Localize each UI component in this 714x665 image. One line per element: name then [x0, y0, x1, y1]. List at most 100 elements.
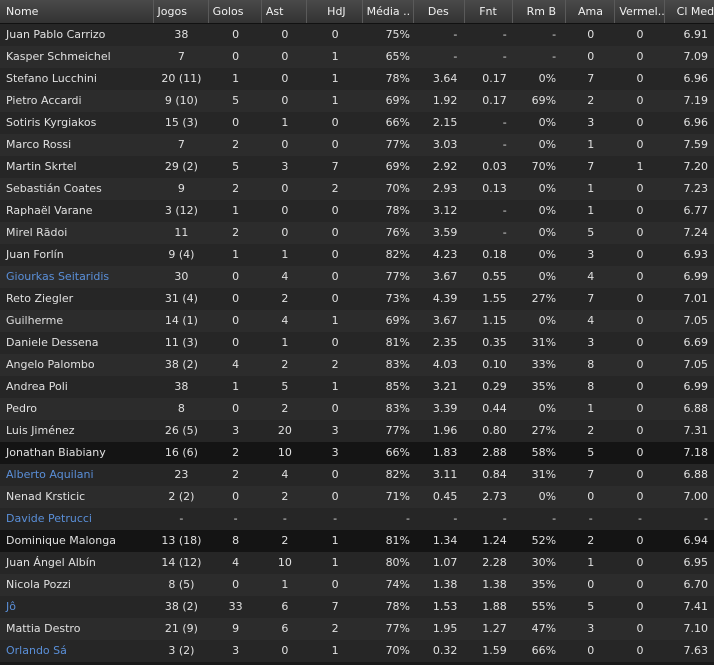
clmed-cell: 6.96 [683, 116, 709, 129]
ast-cell: 10 [277, 556, 292, 569]
golos-cell: 4 [232, 556, 240, 569]
column-header-des[interactable]: Des [414, 0, 466, 23]
table-row[interactable]: Jonathan Biabiany 16 (6) 2 10 3 66% 1.83 2.88 58… [0, 442, 714, 464]
column-header-clmed[interactable]: Cl Med [676, 5, 714, 18]
table-row[interactable]: Reto Ziegler 31 (4) 0 2 0 73% 4.39 1.55 27% 7 0 7.0… [0, 288, 714, 310]
table-row[interactable]: Sebastián Coates 9 2 0 2 70% 2.93 0.13 0% 1 0 7.23 [0, 178, 714, 200]
fnt-cell: 0.18 [482, 248, 507, 261]
fnt-cell: 1.24 [482, 534, 507, 547]
des-cell: 3.67 [432, 270, 458, 283]
rmb-cell: 47% [531, 622, 557, 635]
fnt-cell: 0.44 [482, 402, 507, 415]
fnt-cell: 2.73 [482, 490, 507, 503]
column-header-golos[interactable]: Golos [209, 0, 262, 23]
table-row[interactable]: Juan Forlín 9 (4) 1 1 0 82% 4.23 0.18 0% 3 0 6.93 [0, 244, 714, 266]
jogos-cell: 21 (9) [164, 622, 198, 635]
table-row[interactable]: Dominique Malonga 13 (18) 8 2 1 81% 1.34 1.24 52… [0, 530, 714, 552]
table-row[interactable]: Stefano Lucchini 20 (11) 1 0 1 78% 3.64 0.17 0% 7… [0, 68, 714, 90]
table-row[interactable]: Juan Pablo Carrizo 38 0 0 0 75% - - - 0 0 6.91 [0, 24, 714, 46]
column-header-ast[interactable]: Ast [262, 0, 308, 23]
hdj-cell: 0 [331, 270, 339, 283]
player-name: Andrea Poli [6, 380, 68, 393]
fnt-cell: 0.03 [482, 160, 507, 173]
rmb-cell: 0% [538, 116, 557, 129]
column-header-nome[interactable]: Nome [0, 0, 154, 23]
des-cell: - [453, 28, 458, 41]
jogos-cell: 31 (4) [164, 292, 198, 305]
fnt-cell: - [502, 50, 507, 63]
table-row[interactable]: Luis Jiménez 26 (5) 3 20 3 77% 1.96 0.80 27% 2 0 7.… [0, 420, 714, 442]
des-cell: 2.15 [432, 116, 458, 129]
table-row[interactable]: Davide Petrucci - - - - - - - - - - - [0, 508, 714, 530]
column-header-rmb[interactable]: Rm B [513, 0, 566, 23]
table-row[interactable]: Sotiris Kyrgiakos 15 (3) 0 1 0 66% 2.15 - 0% 3 0 6.… [0, 112, 714, 134]
player-name[interactable]: Alberto Aquilani [6, 468, 94, 481]
media-cell: 78% [385, 72, 411, 85]
table-row[interactable]: Marco Rossi 7 2 0 0 77% 3.03 - 0% 1 0 7.59 [0, 134, 714, 156]
player-name: Reto Ziegler [6, 292, 74, 305]
player-name: Nicola Pozzi [6, 578, 71, 591]
fnt-cell: 0.10 [482, 358, 507, 371]
player-name[interactable]: Orlando Sá [6, 644, 67, 657]
table-row[interactable]: Angelo Palombo 38 (2) 4 2 2 83% 4.03 0.10 33% 8 0 7… [0, 354, 714, 376]
table-row[interactable]: Juan Ángel Albín 14 (12) 4 10 1 80% 1.07 2.28 30… [0, 552, 714, 574]
vermel-cell: 0 [636, 644, 644, 657]
ast-cell: 0 [281, 94, 289, 107]
fnt-cell: - [502, 512, 507, 525]
table-row[interactable]: Mirel Rădoi 11 2 0 0 76% 3.59 - 0% 5 0 7.24 [0, 222, 714, 244]
table-row[interactable]: Alberto Aquilani 23 2 4 0 82% 3.11 0.84 31% 7 0 6.8… [0, 464, 714, 486]
des-cell: 3.11 [432, 468, 458, 481]
column-header-ama[interactable]: Ama [566, 0, 616, 23]
player-name: Mirel Rădoi [6, 226, 68, 239]
media-cell: 77% [385, 270, 411, 283]
ast-cell: 1 [281, 578, 289, 591]
fnt-cell: 0.84 [482, 468, 507, 481]
column-header-fnt[interactable]: Fnt [465, 0, 513, 23]
table-row[interactable]: Orlando Sá 3 (2) 3 0 1 70% 0.32 1.59 66% 0 0 7.63 [0, 640, 714, 662]
vermel-cell: 0 [636, 622, 644, 635]
player-name[interactable]: Jô [6, 600, 16, 613]
ama-cell: 8 [587, 358, 595, 371]
table-row[interactable]: Nenad Krsticic 2 (2) 0 2 0 71% 0.45 2.73 0% 0 0 7.0… [0, 486, 714, 508]
des-cell: - [453, 50, 458, 63]
table-row[interactable]: Pedro 8 0 2 0 83% 3.39 0.44 0% 1 0 6.88 [0, 398, 714, 420]
media-cell: 77% [385, 138, 411, 151]
ama-cell: 7 [587, 468, 595, 481]
table-row[interactable]: Raphaël Varane 3 (12) 1 0 0 78% 3.12 - 0% 1 0 6.77 [0, 200, 714, 222]
table-row[interactable]: Mattia Destro 21 (9) 9 6 2 77% 1.95 1.27 47% 3 0 7.… [0, 618, 714, 640]
column-header-jogos[interactable]: Jogos [154, 0, 209, 23]
table-row[interactable]: Jô 38 (2) 33 6 7 78% 1.53 1.88 55% 5 0 7.41 [0, 596, 714, 618]
golos-cell: 0 [232, 490, 240, 503]
media-cell: 85% [385, 380, 411, 393]
table-row[interactable]: Giourkas Seitaridis 30 0 4 0 77% 3.67 0.55 0% 4 0 6… [0, 266, 714, 288]
des-cell: 1.34 [432, 534, 458, 547]
jogos-cell: 20 (11) [161, 72, 202, 85]
ast-cell: 3 [281, 160, 289, 173]
jogos-cell: 38 (2) [164, 358, 198, 371]
player-name[interactable]: Giourkas Seitaridis [6, 270, 110, 283]
golos-cell: 5 [232, 94, 240, 107]
table-row[interactable]: Kasper Schmeichel 7 0 0 1 65% - - - 0 0 7.09 [0, 46, 714, 68]
golos-cell: 1 [232, 380, 240, 393]
column-header-hdj[interactable]: HdJ [307, 0, 363, 23]
hdj-cell: 0 [331, 336, 339, 349]
ast-cell: 4 [281, 468, 289, 481]
table-row[interactable]: Guilherme 14 (1) 0 4 1 69% 3.67 1.15 0% 4 0 7.05 [0, 310, 714, 332]
clmed-cell: 7.41 [683, 600, 709, 613]
column-header-vermel[interactable]: Vermel.. [615, 0, 665, 23]
table-row[interactable]: Nicola Pozzi 8 (5) 0 1 0 74% 1.38 1.38 35% 0 0 6.70 [0, 574, 714, 596]
clmed-cell: 7.09 [683, 50, 709, 63]
table-row[interactable]: Martin Skrtel 29 (2) 5 3 7 69% 2.92 0.03 70% 7 1 7.… [0, 156, 714, 178]
hdj-cell: 0 [331, 28, 339, 41]
ast-cell: 1 [281, 248, 289, 261]
clmed-cell: 6.88 [683, 402, 709, 415]
table-row[interactable]: Andrea Poli 38 1 5 1 85% 3.21 0.29 35% 8 0 6.99 [0, 376, 714, 398]
player-name: Pietro Accardi [6, 94, 82, 107]
column-header-media[interactable]: Média .. [363, 0, 414, 23]
table-row[interactable]: Daniele Dessena 11 (3) 0 1 0 81% 2.35 0.35 31% 3 0… [0, 332, 714, 354]
vermel-cell: 0 [636, 50, 644, 63]
player-name: Juan Pablo Carrizo [6, 28, 106, 41]
table-row[interactable]: Pietro Accardi 9 (10) 5 0 1 69% 1.92 0.17 69% 2 0 7… [0, 90, 714, 112]
player-name[interactable]: Davide Petrucci [6, 512, 92, 525]
fnt-cell: - [502, 116, 507, 129]
